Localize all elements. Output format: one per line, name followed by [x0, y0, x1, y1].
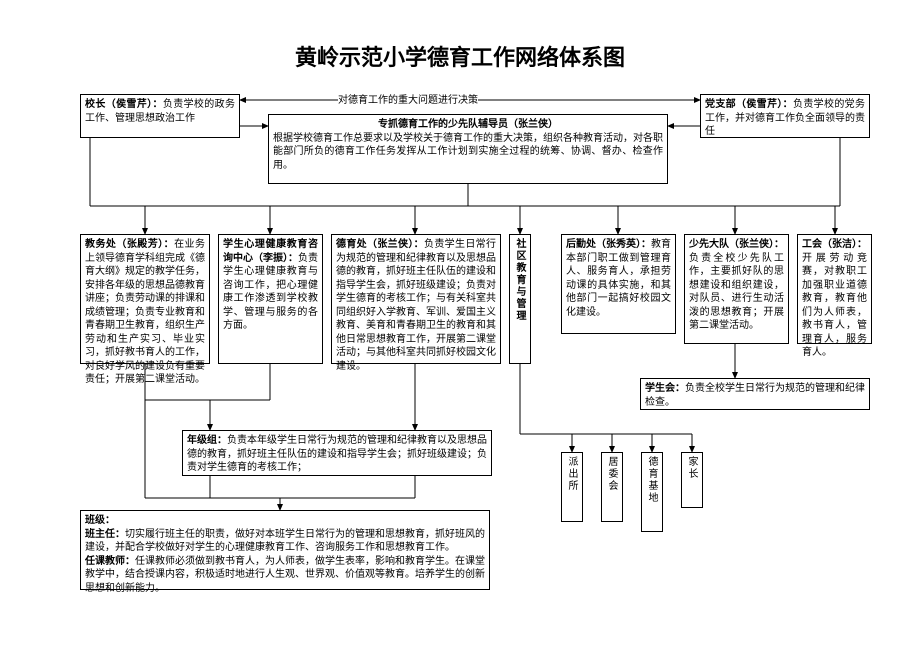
shaoxian-bold: 少先大队（张兰侠）：	[689, 239, 784, 250]
box-banji: 班级： 班主任：切实履行班主任的职责，做好对本班学生日常行为的管理和思想教育，抓…	[80, 510, 490, 590]
xinli-text: 负责学生心理健康教育与咨询工作，把心理健康工作渗透到学校教学、管理与服务的各方面…	[223, 253, 318, 332]
box-shequ: 社区教育与管理	[509, 234, 531, 364]
box-principal: 校长（侯雪芹）：负责学校的政务工作、管理思想政治工作	[80, 94, 240, 138]
box-paichusuo: 派出所	[561, 452, 583, 522]
xuesheng-bold: 学生会：	[645, 383, 685, 394]
pioneer-text: 根据学校德育工作总要求以及学校关于德育工作的重大决策，组织各种教育活动，对各职能…	[273, 133, 663, 171]
jiaowu-text: 在业务上领导德育学科组完成《德育大纲》规定的教学任务，安排各年级的思想品德教育讲…	[85, 239, 205, 385]
nianji-text: 负责本年级学生日常行为规范的管理和纪律教育以及思想品德的教育，抓好班主任队伍的建…	[187, 435, 487, 473]
box-xuesheng: 学生会：负责全校学生日常行为规范的管理和纪律检查。	[640, 378, 870, 410]
deyu-text: 负责学生日常行为规范的管理和纪律教育以及思想品德的教育，抓好班主任队伍的建设和指…	[336, 239, 496, 372]
box-xinli: 学生心理健康教育咨询中心（李振）：负责学生心理健康教育与咨询工作，把心理健康工作…	[218, 234, 323, 364]
shequ-text: 社区教育与管理	[514, 238, 525, 322]
houqin-text: 教育本部门职工做到管理育人、服务育人，承担劳动课的具体实施，和其他部门一起搞好校…	[566, 239, 671, 318]
gonghui-bold: 工会（张洁）：	[802, 239, 867, 250]
box-deyu: 德育处（张兰侠）：负责学生日常行为规范的管理和纪律教育以及思想品德的教育，抓好班…	[331, 234, 501, 364]
box-jiaowu: 教务处（张殿芳）：在业务上领导德育学科组完成《德育大纲》规定的教学任务，安排各年…	[80, 234, 210, 364]
banji-t1: 切实履行班主任的职责，做好对本班学生日常行为的管理和思想教育，抓好班风的建设，并…	[85, 529, 485, 554]
box-gonghui: 工会（张洁）：开展劳动竞赛，对教职工加强职业道德教育，教育他们为人师表，教书育人…	[797, 234, 872, 344]
box-shaoxian: 少先大队（张兰侠）： 负责全校少先队工作，主要抓好队的思想建设和组织建设，对队员、…	[684, 234, 789, 344]
nianji-bold: 年级组：	[187, 435, 227, 446]
shaoxian-text: 负责全校少先队工作，主要抓好队的思想建设和组织建设，对队员、进行生动活泼的思想教…	[689, 253, 784, 332]
deyu-bold: 德育处（张兰侠）：	[336, 239, 424, 250]
party-bold: 党支部（侯雪芹）：	[705, 99, 793, 110]
label-decision: 对德育工作的重大问题进行决策	[338, 91, 478, 106]
page-title: 黄岭示范小学德育工作网络体系图	[0, 40, 920, 72]
box-jidi: 德育基地	[641, 452, 663, 532]
banji-b1: 班主任：	[85, 529, 125, 540]
box-jiazhang: 家长	[681, 452, 703, 508]
box-nianji: 年级组：负责本年级学生日常行为规范的管理和纪律教育以及思想品德的教育，抓好班主任…	[182, 430, 492, 476]
box-houqin: 后勤处（张秀英）：教育本部门职工做到管理育人、服务育人，承担劳动课的具体实施，和…	[561, 234, 676, 334]
banji-t2: 任课教师必须做到教书育人，为人师表，做学生表率，影响和教育学生。在课堂教学中，结…	[85, 556, 485, 594]
jiaowu-bold: 教务处（张殿芳）：	[85, 239, 174, 250]
title-text: 黄岭示范小学德育工作网络体系图	[295, 45, 625, 70]
banji-b2: 任课教师：	[85, 556, 135, 567]
pioneer-head: 专抓德育工作的少先队辅导员（张兰侠）	[378, 119, 558, 130]
gonghui-text: 开展劳动竞赛，对教职工加强职业道德教育，教育他们为人师表，教书育人，管理育人，服…	[802, 253, 867, 359]
banji-head: 班级：	[85, 515, 115, 526]
principal-bold: 校长（侯雪芹）：	[85, 99, 163, 110]
box-party: 党支部（侯雪芹）：负责学校的党务工作，并对德育工作负全面领导的责任	[700, 94, 870, 138]
houqin-bold: 后勤处（张秀英）：	[566, 239, 651, 250]
box-juweihui: 居委会	[601, 452, 623, 522]
box-pioneer: 专抓德育工作的少先队辅导员（张兰侠） 根据学校德育工作总要求以及学校关于德育工作…	[268, 114, 668, 184]
